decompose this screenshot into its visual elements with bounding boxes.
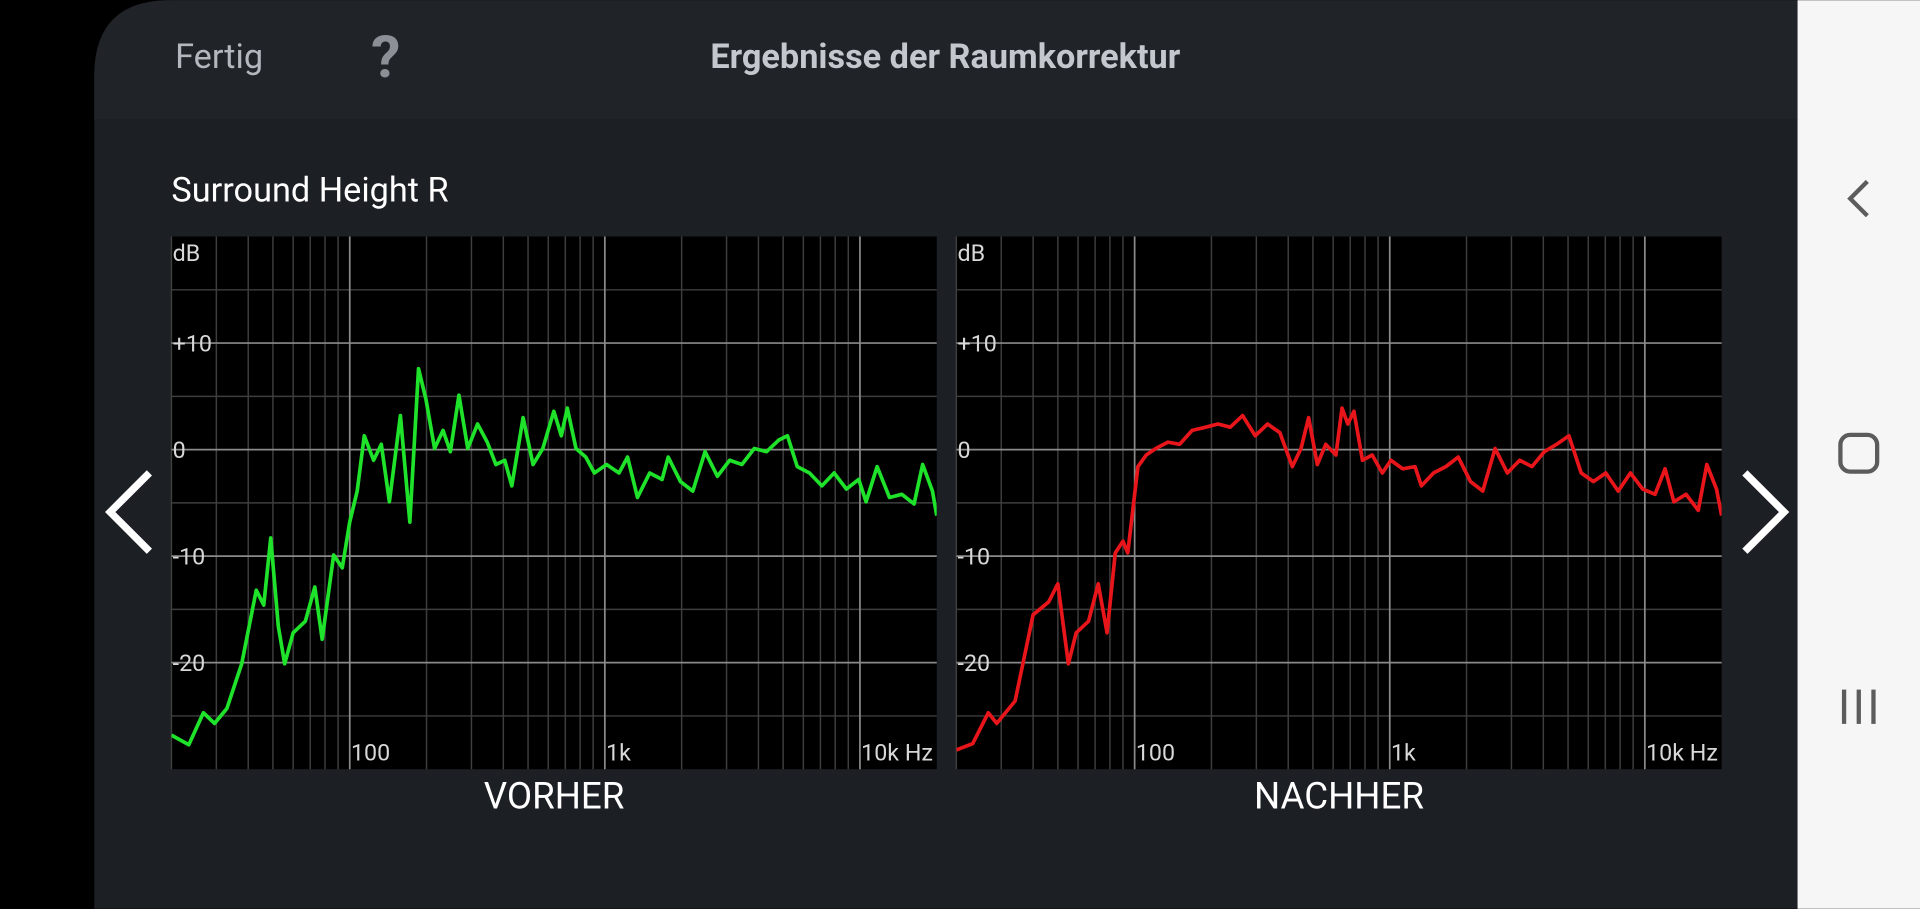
help-button[interactable]: ? bbox=[371, 23, 400, 92]
x-tick-label: 100 bbox=[1136, 739, 1175, 767]
y-tick-label: -10 bbox=[958, 543, 991, 571]
x-tick-label: 1k bbox=[606, 739, 631, 767]
nav-bar bbox=[1797, 0, 1920, 909]
nav-back[interactable] bbox=[1847, 179, 1869, 218]
y-tick-label: 0 bbox=[173, 436, 186, 464]
y-tick-label: -20 bbox=[173, 649, 206, 677]
chart-title: NACHHER bbox=[1254, 774, 1424, 817]
dialog-title: Ergebnisse der Raumkorrektur bbox=[710, 37, 1180, 77]
y-axis-label: dB bbox=[173, 239, 201, 267]
x-tick-label: 1k bbox=[1391, 739, 1416, 767]
response-curve bbox=[956, 406, 1722, 752]
x-tick-label: 100 bbox=[351, 739, 390, 767]
next-arrow[interactable] bbox=[1742, 470, 1790, 554]
y-axis-label: dB bbox=[958, 239, 986, 267]
y-tick-label: 0 bbox=[958, 436, 971, 464]
nav-home[interactable] bbox=[1838, 432, 1880, 474]
y-tick-label: +10 bbox=[958, 330, 997, 358]
y-tick-label: +10 bbox=[173, 330, 212, 358]
y-tick-label: -20 bbox=[958, 649, 991, 677]
previous-arrow[interactable] bbox=[105, 470, 152, 554]
nav-recents[interactable] bbox=[1841, 689, 1876, 724]
header-bar bbox=[94, 0, 1798, 119]
response-curve bbox=[171, 366, 937, 747]
x-tick-label: 10k Hz bbox=[861, 739, 933, 767]
done-button[interactable]: Fertig bbox=[175, 37, 263, 77]
chart-title: VORHER bbox=[484, 774, 625, 817]
x-tick-label: 10k Hz bbox=[1646, 739, 1718, 767]
channel-name: Surround Height R bbox=[171, 171, 448, 211]
y-tick-label: -10 bbox=[173, 543, 206, 571]
